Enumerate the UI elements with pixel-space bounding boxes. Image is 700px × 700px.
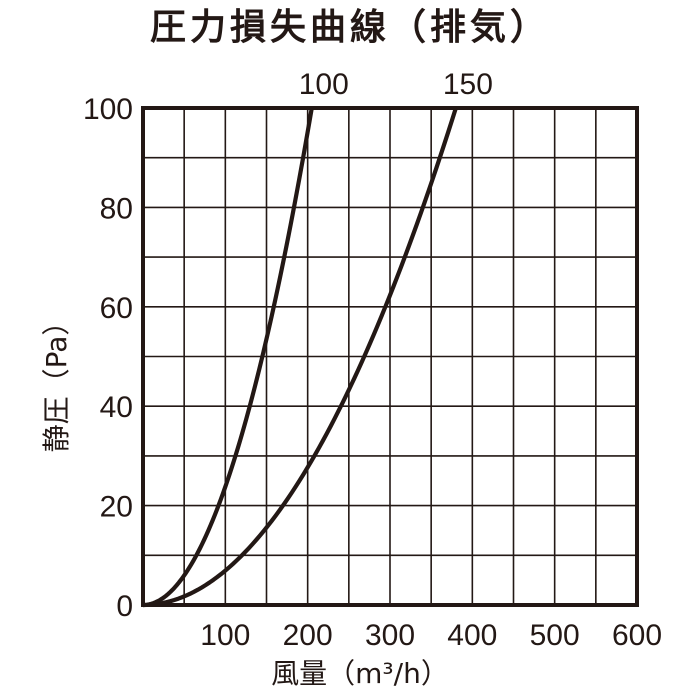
x-tick-label: 200 — [283, 619, 333, 652]
x-tick-label: 100 — [200, 619, 250, 652]
y-tick-label: 0 — [116, 590, 133, 623]
curve-labels: 100 150 — [299, 68, 493, 101]
y-tick-label: 80 — [100, 192, 133, 225]
tick-labels: 0 20 40 60 80 100 100 200 300 400 500 600 — [83, 93, 662, 652]
x-tick-label: 600 — [612, 619, 662, 652]
curve-100 — [142, 107, 314, 608]
y-tick-label: 60 — [100, 292, 133, 325]
x-tick-label: 300 — [365, 619, 415, 652]
y-tick-label: 100 — [83, 93, 133, 126]
x-tick-label: 400 — [447, 619, 497, 652]
curves — [142, 107, 458, 608]
plot-frame — [141, 106, 639, 607]
y-tick-label: 20 — [100, 491, 133, 524]
curve-150 — [142, 107, 458, 608]
y-axis-label: 静圧（Pa） — [40, 308, 73, 453]
chart-title: 圧力損失曲線（排気） — [149, 7, 550, 48]
curve-label-100: 100 — [299, 68, 349, 101]
x-tick-label: 500 — [530, 619, 580, 652]
grid — [143, 108, 637, 605]
y-tick-label: 40 — [100, 391, 133, 424]
x-axis-label: 風量（m³/h） — [271, 657, 449, 690]
curve-label-150: 150 — [443, 68, 493, 101]
